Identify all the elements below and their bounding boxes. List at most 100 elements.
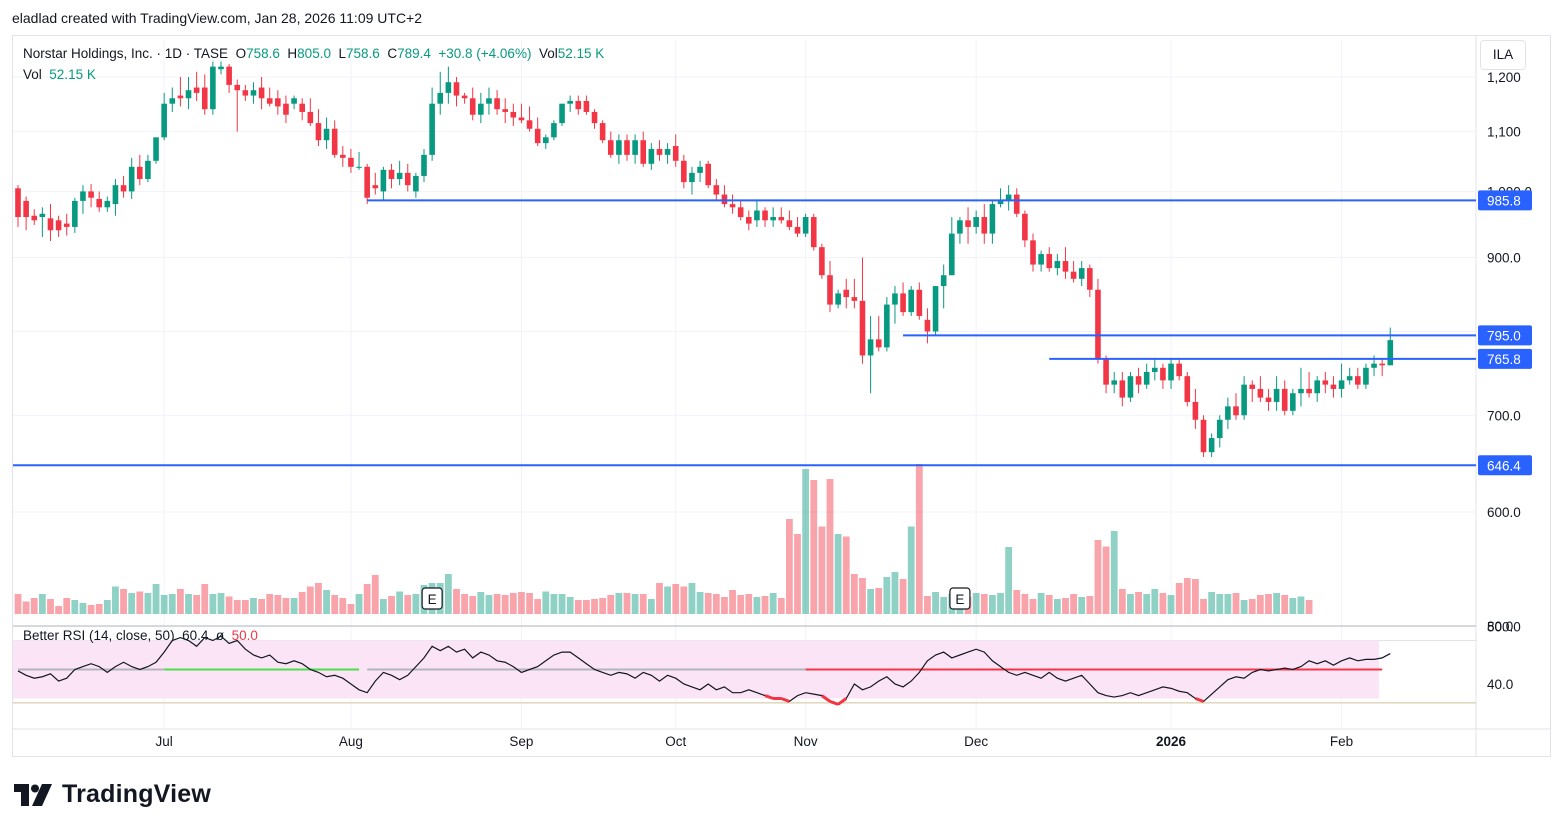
price-tick-label: 1,100 bbox=[1487, 125, 1521, 140]
candle-body bbox=[786, 220, 793, 227]
currency-button[interactable]: ILA bbox=[1480, 40, 1526, 70]
candle-body bbox=[1054, 261, 1061, 269]
volume-bar bbox=[1281, 595, 1289, 614]
candle-body bbox=[575, 100, 582, 110]
volume-bar bbox=[1305, 600, 1313, 614]
rsi-oversold-segment bbox=[764, 694, 774, 700]
candle-body bbox=[851, 297, 858, 301]
volume-legend-row: Vol 52.15 K bbox=[23, 67, 96, 82]
candle-body bbox=[1127, 376, 1134, 398]
candle-body bbox=[1355, 376, 1361, 385]
candle-body bbox=[924, 319, 931, 332]
candle-body bbox=[1257, 388, 1264, 398]
volume-bar bbox=[1070, 594, 1077, 614]
vol-value: 52.15 K bbox=[557, 46, 605, 61]
candle-body bbox=[510, 111, 517, 118]
candle-body bbox=[266, 98, 273, 104]
rsi-line bbox=[17, 635, 1391, 705]
volume-bar bbox=[574, 600, 582, 614]
candle-body bbox=[778, 217, 785, 221]
volume-bar bbox=[875, 588, 883, 614]
candle-body bbox=[210, 66, 216, 110]
candle-body bbox=[461, 95, 468, 99]
volume-bar bbox=[526, 593, 533, 614]
candle-body bbox=[1152, 367, 1158, 372]
price-tick-label: 900.0 bbox=[1487, 251, 1521, 266]
rsi-tick-label: 80.0 bbox=[1487, 619, 1513, 634]
candle-body bbox=[1078, 268, 1085, 279]
candle-body bbox=[340, 154, 346, 158]
candle-body bbox=[31, 215, 38, 221]
candle-body bbox=[705, 163, 711, 186]
tradingview-logo-icon bbox=[14, 783, 52, 806]
close-value: 789.4 bbox=[397, 46, 431, 61]
candle-body bbox=[1160, 367, 1166, 381]
close-label: C bbox=[387, 46, 398, 61]
candle-body bbox=[599, 123, 606, 141]
candle-body bbox=[1046, 254, 1053, 269]
time-tick-label: Jul bbox=[156, 734, 173, 749]
candlestick-series bbox=[15, 61, 1394, 457]
volume-bar bbox=[1183, 578, 1191, 614]
candle-body bbox=[989, 204, 996, 234]
candle-body bbox=[607, 140, 614, 155]
volume-bar bbox=[631, 594, 639, 614]
volume-bar bbox=[363, 584, 371, 614]
candle-body bbox=[940, 275, 947, 287]
candle-body bbox=[973, 217, 979, 227]
volume-bar bbox=[282, 598, 290, 614]
candle-body bbox=[72, 200, 78, 227]
low-value: 758.6 bbox=[346, 46, 380, 61]
price-tag-label: 795.0 bbox=[1487, 328, 1521, 343]
volume-bar bbox=[250, 598, 257, 614]
volume-bar bbox=[1208, 592, 1216, 614]
volume-bar bbox=[493, 594, 501, 614]
volume-bar bbox=[1037, 593, 1045, 614]
rsi-name[interactable]: Better RSI (14, close, 50) bbox=[23, 628, 175, 643]
candle-body bbox=[323, 128, 330, 141]
candle-body bbox=[1241, 384, 1247, 416]
rsi-oversold-segment bbox=[837, 697, 848, 706]
candle-body bbox=[145, 160, 151, 179]
price-tick-label: 600.0 bbox=[1487, 505, 1521, 520]
volume-bar bbox=[144, 593, 152, 614]
tradingview-logo-text: TradingView bbox=[62, 780, 212, 808]
earnings-marker-label: E bbox=[955, 592, 964, 607]
volume-bar bbox=[1045, 595, 1053, 614]
candle-body bbox=[120, 185, 127, 192]
candle-body bbox=[380, 169, 387, 192]
candle-body bbox=[502, 109, 508, 112]
volume-bar bbox=[599, 598, 607, 614]
volume-bar bbox=[274, 595, 282, 614]
rsi-mid-value: 50.0 bbox=[231, 628, 258, 643]
volume-indicator-label[interactable]: Vol bbox=[23, 67, 42, 82]
candle-body bbox=[1249, 384, 1256, 389]
candle-body bbox=[997, 200, 1004, 205]
volume-bar bbox=[753, 597, 761, 614]
volume-bar bbox=[30, 598, 38, 614]
candle-body bbox=[242, 90, 249, 96]
volume-bar bbox=[396, 591, 404, 614]
candle-body bbox=[1322, 380, 1329, 385]
volume-bar bbox=[786, 519, 793, 614]
candle-body bbox=[1371, 363, 1377, 368]
candle-body bbox=[916, 289, 923, 316]
open-label: O bbox=[235, 46, 247, 61]
volume-bar bbox=[453, 589, 460, 614]
candle-body bbox=[1306, 388, 1312, 394]
candle-body bbox=[875, 339, 882, 348]
candle-body bbox=[827, 275, 833, 305]
tradingview-logo[interactable]: TradingView bbox=[14, 780, 211, 809]
volume-bar bbox=[566, 597, 574, 614]
candle-body bbox=[900, 293, 906, 313]
volume-bar bbox=[323, 590, 330, 614]
volume-bar bbox=[1135, 592, 1142, 614]
symbol-title[interactable]: Norstar Holdings, Inc. · 1D · TASE bbox=[23, 46, 229, 61]
candle-body bbox=[664, 148, 671, 155]
volume-bar bbox=[1297, 596, 1305, 614]
volume-bar bbox=[22, 601, 30, 614]
volume-bar bbox=[339, 598, 347, 614]
candle-body bbox=[640, 140, 647, 164]
volume-bar bbox=[980, 594, 988, 614]
